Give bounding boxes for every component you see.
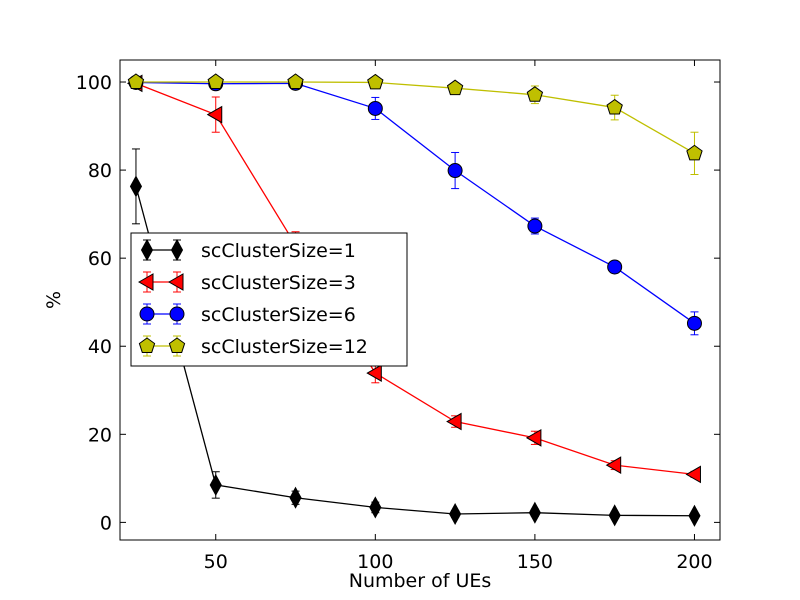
data-point: [367, 73, 384, 90]
series-4: [127, 73, 703, 175]
data-point: [686, 144, 703, 161]
legend-marker: [138, 337, 156, 353]
legend-marker: [169, 306, 185, 322]
data-point: [449, 502, 462, 526]
y-tick-label: 40: [88, 336, 112, 358]
legend-label: scClusterSize=3: [201, 272, 356, 294]
legend-label: scClusterSize=6: [201, 304, 356, 326]
data-point: [688, 504, 701, 527]
data-point: [209, 473, 222, 496]
legend-marker: [139, 306, 155, 322]
x-tick-label: 150: [517, 551, 553, 573]
data-point: [207, 73, 224, 89]
y-tick-label: 0: [100, 512, 112, 534]
data-point: [367, 100, 383, 116]
y-tick-label: 60: [88, 248, 112, 270]
series-line: [135, 81, 695, 154]
legend: scClusterSize=1 scClusterSize=3 scClusterS…: [130, 232, 408, 367]
data-point: [447, 163, 463, 179]
data-point: [366, 364, 382, 382]
data-point: [608, 504, 621, 527]
legend-label: scClusterSize=1: [201, 240, 356, 262]
x-tick-label: 100: [357, 551, 393, 573]
x-tick-label: 200: [676, 551, 712, 573]
series-1: [129, 148, 701, 527]
data-point: [127, 73, 145, 89]
legend-entry: scClusterSize=3: [137, 271, 356, 294]
series-line: [135, 82, 695, 476]
y-tick-label: 80: [88, 160, 112, 182]
data-point: [528, 501, 541, 524]
data-point: [369, 496, 382, 519]
y-axis-label: %: [43, 291, 65, 309]
legend-marker: [170, 238, 184, 262]
series-line: [135, 186, 695, 517]
series-layer: [126, 73, 703, 527]
data-point: [129, 175, 143, 198]
data-point: [289, 486, 302, 509]
legend-marker: [167, 273, 184, 291]
data-point: [527, 218, 543, 234]
data-point: [287, 73, 304, 89]
ticks-layer: 50 100 150 200 0 20 40 60 80 100: [76, 60, 720, 573]
legend-entry: scClusterSize=6: [139, 303, 356, 326]
plot-area: [126, 73, 703, 527]
data-point: [446, 79, 464, 96]
data-point: [607, 259, 623, 275]
data-point: [206, 105, 223, 124]
legend-entry: scClusterSize=12: [138, 335, 368, 358]
legend-entry: scClusterSize=1: [140, 238, 356, 262]
series-line: [135, 81, 695, 324]
data-point: [446, 412, 462, 431]
legend-marker: [140, 238, 154, 262]
x-tick-label: 50: [204, 551, 228, 573]
data-point: [605, 456, 622, 474]
data-point: [685, 465, 701, 484]
y-tick-label: 20: [88, 424, 112, 446]
data-point: [686, 315, 702, 331]
y-tick-label: 100: [76, 72, 112, 94]
data-point: [526, 86, 544, 102]
plot-frame: [119, 59, 721, 541]
x-axis-label: Number of UEs: [349, 570, 492, 592]
data-point: [525, 428, 542, 447]
legend-label: scClusterSize=12: [201, 336, 368, 358]
legend-marker: [137, 273, 154, 291]
legend-marker: [168, 337, 186, 353]
data-point: [606, 98, 623, 115]
